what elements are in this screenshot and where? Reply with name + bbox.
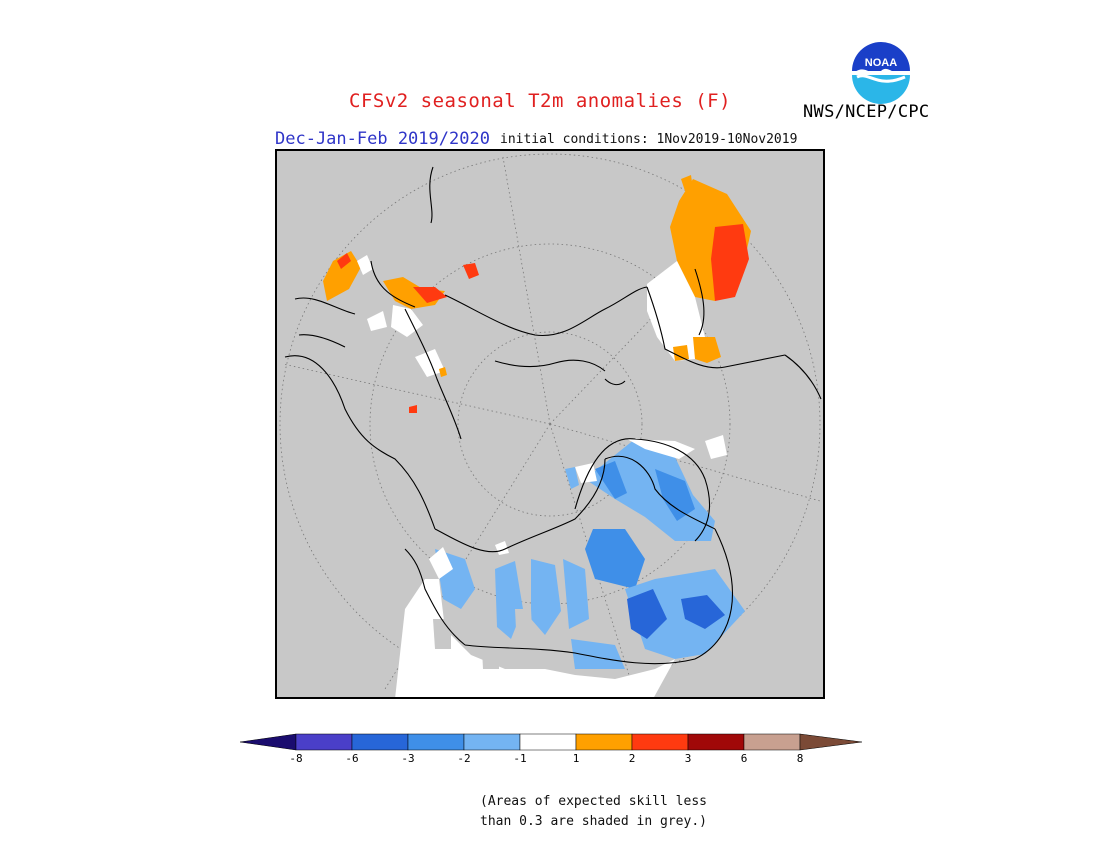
logo-text: NOAA — [865, 57, 897, 69]
skill-footnote: (Areas of expected skill less than 0.3 a… — [480, 792, 707, 832]
initial-conditions-label: initial conditions: 1Nov2019-10Nov2019 — [500, 132, 798, 147]
colorbar-labels: -8 -6 -3 -2 -1 1 2 3 6 8 — [240, 752, 862, 770]
colorbar-seg-p2-p3 — [631, 733, 689, 751]
colorbar-seg-m3-m2 — [407, 733, 465, 751]
colorbar-seg-p1-p2 — [575, 733, 633, 751]
chart-title: CFSv2 seasonal T2m anomalies (F) — [349, 90, 732, 112]
colorbar-label: -2 — [457, 752, 471, 765]
polar-anomaly-map — [275, 149, 825, 699]
colorbar-label: -6 — [345, 752, 359, 765]
footnote-line-1: (Areas of expected skill less — [480, 794, 707, 809]
colorbar-label: -8 — [289, 752, 303, 765]
colorbar-label: -1 — [513, 752, 527, 765]
colorbar-label: 8 — [796, 752, 804, 765]
colorbar-above-max — [799, 733, 862, 751]
coastlines — [284, 166, 822, 665]
colorbar — [240, 733, 862, 751]
colorbar-seg-m2-m1 — [463, 733, 521, 751]
colorbar-label: 3 — [684, 752, 692, 765]
footnote-line-2: than 0.3 are shaded in grey.) — [480, 814, 707, 829]
colorbar-label: 6 — [740, 752, 748, 765]
map-border — [275, 149, 825, 699]
colorbar-below-min — [240, 733, 297, 751]
colorbar-seg-p3-p6 — [687, 733, 745, 751]
colorbar-seg-m1-p1 — [519, 733, 577, 751]
colorbar-label: 2 — [628, 752, 636, 765]
colorbar-seg-m8-m6 — [295, 733, 353, 751]
agency-label: NWS/NCEP/CPC — [803, 102, 930, 122]
colorbar-label: -3 — [401, 752, 415, 765]
season-label: Dec-Jan-Feb 2019/2020 — [275, 129, 490, 149]
anomaly-asia — [647, 175, 751, 363]
anomaly-south — [395, 435, 745, 699]
colorbar-seg-m6-m3 — [351, 733, 409, 751]
noaa-logo: NOAA — [850, 42, 912, 104]
colorbar-seg-p6-p8 — [743, 733, 801, 751]
anomaly-west — [323, 251, 479, 413]
colorbar-label: 1 — [572, 752, 580, 765]
